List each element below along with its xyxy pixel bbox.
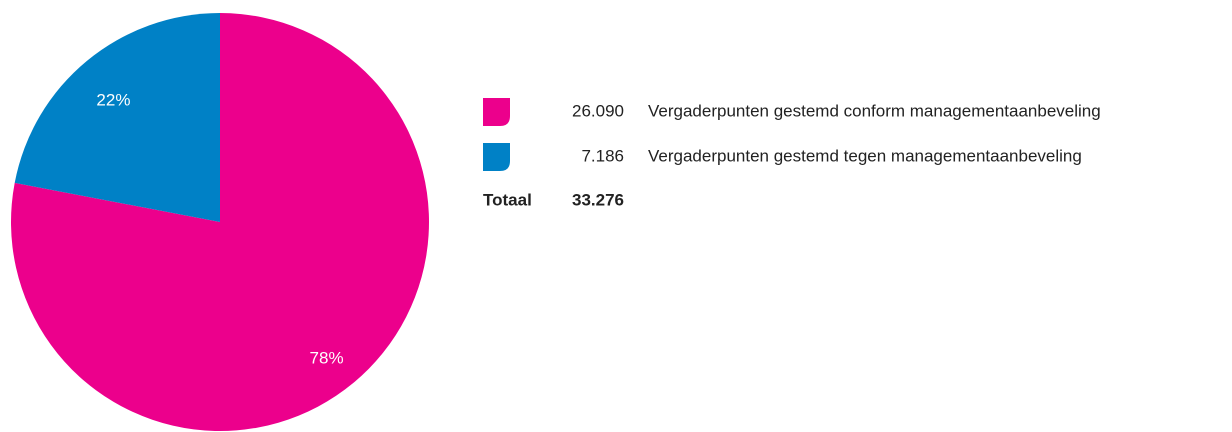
- legend-label: Vergaderpunten gestemd conform managemen…: [648, 101, 1101, 120]
- slice-label: 78%: [310, 348, 344, 367]
- legend-swatch: [483, 143, 510, 171]
- pie-slice: [14, 13, 220, 222]
- total-label: Totaal: [483, 190, 532, 209]
- legend-count: 7.186: [581, 146, 624, 165]
- pie-slice: [10, 13, 429, 431]
- slice-label: 22%: [96, 91, 130, 110]
- legend-count: 26.090: [572, 101, 624, 120]
- total-value: 33.276: [572, 190, 624, 209]
- legend-label: Vergaderpunten gestemd tegen managementa…: [648, 146, 1082, 165]
- legend-swatch: [483, 98, 510, 126]
